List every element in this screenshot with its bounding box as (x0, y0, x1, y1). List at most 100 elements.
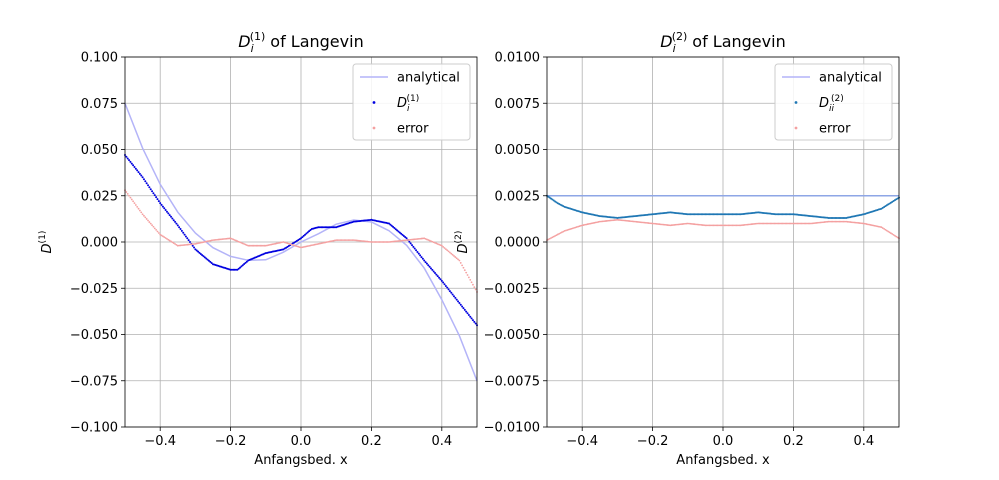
series-d-ii--2- (546, 194, 900, 219)
data-point (731, 224, 734, 227)
data-point (355, 239, 358, 242)
data-point (366, 240, 369, 243)
data-point (338, 239, 340, 242)
y-axis-label: D(1) (38, 231, 55, 254)
data-point (688, 222, 691, 225)
data-point (636, 221, 639, 223)
data-point (880, 226, 883, 229)
data-point (229, 237, 232, 240)
data-point (442, 245, 445, 248)
data-point (871, 224, 873, 227)
data-point (305, 232, 308, 235)
data-point (755, 222, 758, 225)
data-point (390, 240, 393, 243)
data-point (333, 239, 336, 242)
legend-label-base: D (819, 96, 829, 111)
data-point (674, 223, 677, 226)
data-point (640, 221, 643, 224)
data-point (833, 220, 835, 223)
data-point (569, 228, 571, 231)
data-point (699, 223, 701, 226)
legend-label-base: D (397, 96, 407, 111)
data-point (461, 305, 464, 308)
data-point (187, 239, 190, 242)
data-point (176, 224, 179, 227)
data-point (293, 244, 296, 247)
data-point (444, 284, 447, 287)
data-point (300, 246, 302, 249)
data-point (220, 238, 223, 241)
data-point (427, 264, 430, 267)
data-point (793, 222, 796, 225)
data-point (452, 295, 455, 298)
data-point (713, 224, 716, 227)
data-point (647, 222, 650, 224)
data-point (148, 221, 151, 223)
data-point (609, 219, 612, 222)
data-point (156, 230, 159, 233)
data-point (247, 244, 250, 247)
data-point (722, 224, 724, 227)
data-point (888, 231, 891, 234)
data-point (206, 240, 209, 243)
data-point (670, 224, 673, 227)
data-point (305, 245, 308, 248)
data-point (428, 265, 431, 268)
data-point (268, 243, 271, 246)
data-point (224, 237, 227, 240)
data-point (174, 243, 176, 245)
data-point (751, 223, 754, 225)
data-point (630, 220, 632, 223)
data-point (350, 239, 352, 242)
data-point (547, 238, 550, 241)
data-point (176, 244, 179, 247)
data-point (891, 233, 894, 235)
data-point (693, 223, 696, 226)
data-point (680, 223, 682, 226)
data-point (201, 241, 204, 244)
data-point (404, 239, 407, 242)
math-sup: (1) (38, 231, 48, 244)
data-point (567, 228, 570, 231)
series-layer (546, 194, 900, 242)
data-point (443, 283, 446, 286)
data-point (466, 274, 469, 276)
data-point (171, 241, 174, 244)
data-point (172, 219, 175, 222)
data-point (846, 220, 849, 223)
data-point (228, 237, 231, 240)
data-point (473, 320, 476, 323)
data-point (178, 226, 181, 229)
legend-label: Di(1) (397, 94, 419, 114)
data-point (402, 235, 405, 238)
data-point (470, 317, 473, 320)
data-point (681, 223, 684, 225)
data-point (183, 244, 186, 246)
data-point (363, 240, 366, 243)
data-point (590, 222, 593, 225)
data-point (411, 244, 414, 247)
data-point (559, 232, 562, 234)
data-point (454, 256, 457, 258)
data-point (838, 220, 841, 223)
data-point (804, 222, 807, 225)
data-point (785, 222, 788, 225)
data-point (149, 188, 152, 191)
data-point (784, 222, 787, 225)
data-point (425, 262, 428, 265)
data-point (677, 223, 680, 226)
data-point (594, 221, 597, 224)
data-point (463, 269, 466, 272)
data-point (199, 252, 202, 255)
data-point (455, 298, 458, 301)
data-point (834, 220, 837, 223)
data-point (331, 240, 334, 242)
data-point (279, 241, 282, 244)
data-point (750, 223, 753, 226)
data-point (708, 224, 711, 227)
data-point (857, 222, 860, 224)
title-text: of Langevin (692, 32, 785, 51)
data-point (434, 272, 437, 275)
data-point (421, 237, 424, 240)
data-point (461, 264, 464, 267)
